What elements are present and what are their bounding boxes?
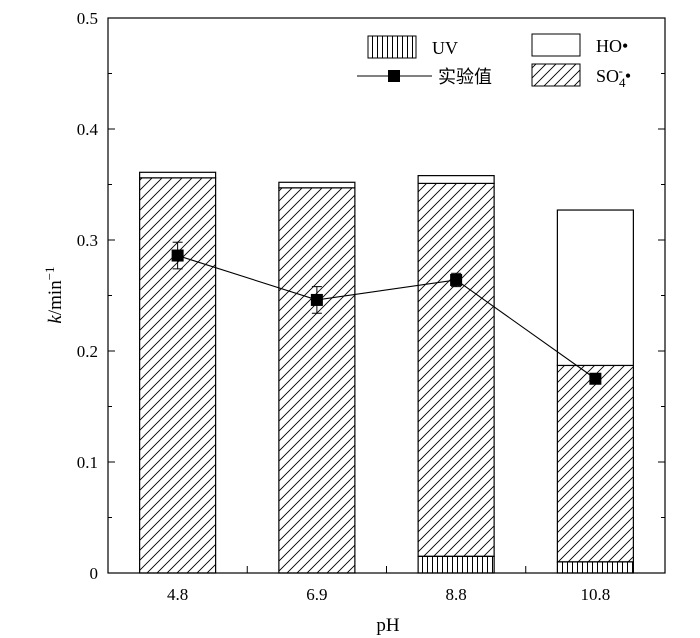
- bar-8.8-series-1: [417, 182, 495, 557]
- legend-label-ho: HO•: [596, 36, 628, 56]
- axes-group: 0 0.1 0.2 0.3 0.4 0.5 4.8 6.9 8.8 10.8: [77, 9, 666, 604]
- y-tick-label: 0: [90, 564, 99, 583]
- legend: UV HO• 实验值 SO4- •: [357, 33, 631, 90]
- experimental-point: [171, 249, 184, 262]
- experimental-point: [310, 293, 323, 306]
- x-axis-title: pH: [376, 615, 400, 636]
- legend-swatch-uv: [367, 35, 417, 59]
- bar-8.8-series-2: [417, 175, 495, 184]
- bar-6.9-series-2: [278, 181, 356, 189]
- legend-marker-experimental: [388, 70, 400, 82]
- bars-group: [139, 171, 634, 574]
- y-tick-label: 0.2: [77, 342, 98, 361]
- experimental-point: [450, 273, 463, 286]
- bar-10.8-series-2: [556, 209, 634, 367]
- bar-4.8-series-1: [139, 177, 217, 574]
- y-tick-label: 0.4: [77, 120, 99, 139]
- y-tick-label: 0.3: [77, 231, 98, 250]
- legend-label-experimental: 实验值: [438, 67, 492, 87]
- experimental-point: [589, 372, 602, 385]
- bar-4.8-series-2: [139, 171, 217, 179]
- y-axis-title: k/min−1: [42, 266, 66, 323]
- y-tick-label: 0.1: [77, 453, 98, 472]
- legend-swatch-ho: [531, 33, 581, 57]
- bar-8.8-series-0: [417, 555, 495, 574]
- legend-swatch-so4: [531, 63, 581, 87]
- legend-label-so4: SO4- •: [596, 63, 631, 90]
- bar-10.8-series-1: [556, 364, 634, 563]
- x-tick-label: 8.8: [446, 585, 467, 604]
- line-series-group: [171, 241, 602, 385]
- experimental-line: [177, 255, 596, 380]
- x-tick-label: 6.9: [306, 585, 327, 604]
- legend-label-uv: UV: [432, 38, 458, 58]
- y-tick-label: 0.5: [77, 9, 98, 28]
- bar-6.9-series-1: [278, 187, 356, 574]
- x-tick-label: 10.8: [581, 585, 611, 604]
- bar-10.8-series-0: [556, 561, 634, 574]
- x-tick-label: 4.8: [167, 585, 188, 604]
